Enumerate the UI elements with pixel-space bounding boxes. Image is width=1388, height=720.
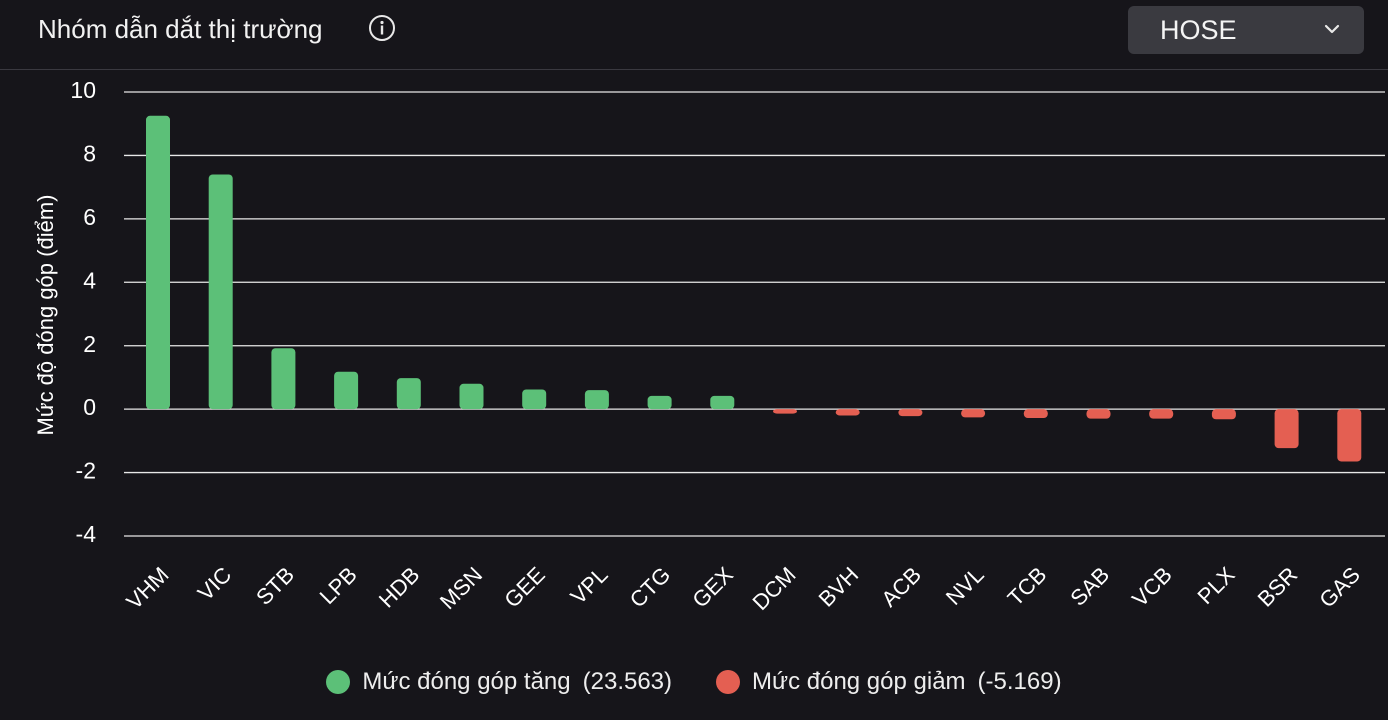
- y-tick-label: 8: [83, 141, 96, 167]
- grid-lines: [124, 91, 1385, 537]
- y-tick-label: 0: [83, 394, 96, 420]
- y-tick-label: 2: [83, 331, 96, 357]
- bar-stb[interactable]: [271, 348, 296, 410]
- bar-vic[interactable]: [208, 174, 233, 410]
- bars: [146, 115, 1362, 462]
- x-tick-label-ctg: CTG: [625, 562, 676, 613]
- legend-item-negative[interactable]: Mức đóng góp giảm (-5.169): [716, 668, 1062, 696]
- x-tick-label-vhm: VHM: [121, 562, 173, 614]
- bar-vhm[interactable]: [146, 115, 170, 410]
- x-tick-label-bsr: BSR: [1253, 562, 1303, 612]
- chart-header: Nhóm dẫn dắt thị trường HOSE: [0, 0, 1388, 70]
- y-tick-label: 6: [83, 204, 96, 230]
- exchange-select-value: HOSE: [1160, 15, 1237, 45]
- x-tick-label-tcb: TCB: [1003, 562, 1052, 611]
- info-circle-icon[interactable]: [368, 14, 396, 42]
- bar-hdb[interactable]: [396, 378, 421, 410]
- x-tick-label-dcm: DCM: [748, 562, 801, 615]
- x-tick-label-gas: GAS: [1314, 562, 1365, 613]
- y-axis-ticks: 10 8 6 4 2 0 -2 -4: [70, 77, 96, 547]
- x-tick-label-nvl: NVL: [941, 562, 989, 610]
- x-tick-label-gex: GEX: [687, 562, 738, 613]
- page-title: Nhóm dẫn dắt thị trường: [38, 14, 323, 44]
- y-tick-label: 4: [83, 267, 96, 293]
- x-tick-label-acb: ACB: [876, 562, 926, 612]
- y-tick-label: -2: [76, 458, 96, 484]
- bar-gas[interactable]: [1337, 409, 1362, 462]
- x-tick-label-vcb: VCB: [1127, 562, 1177, 612]
- bar-tcb[interactable]: [1023, 409, 1048, 419]
- legend-item-positive[interactable]: Mức đóng góp tăng (23.563): [326, 668, 672, 696]
- legend-dot-negative: [716, 670, 741, 694]
- x-tick-label-msn: MSN: [435, 562, 487, 614]
- y-tick-label: 10: [70, 77, 96, 103]
- x-tick-label-plx: PLX: [1192, 562, 1239, 609]
- x-tick-label-stb: STB: [251, 562, 299, 610]
- x-tick-label-vpl: VPL: [565, 562, 612, 609]
- exchange-select[interactable]: HOSE: [1128, 6, 1364, 54]
- bar-plx[interactable]: [1211, 409, 1236, 420]
- bar-acb[interactable]: [898, 409, 923, 417]
- bar-gex[interactable]: [710, 395, 735, 410]
- bar-vcb[interactable]: [1149, 409, 1174, 419]
- bar-sab[interactable]: [1086, 409, 1111, 419]
- bar-ctg[interactable]: [647, 395, 672, 410]
- chevron-down-icon: [1324, 24, 1340, 34]
- x-tick-label-sab: SAB: [1065, 562, 1114, 611]
- bar-bsr[interactable]: [1274, 409, 1299, 449]
- bar-nvl[interactable]: [961, 409, 986, 418]
- legend-total-negative: (-5.169): [977, 668, 1062, 695]
- bar-gee[interactable]: [522, 389, 547, 410]
- bar-lpb[interactable]: [334, 371, 359, 410]
- x-tick-label-lpb: LPB: [315, 562, 362, 609]
- chart-legend: Mức đóng góp tăng (23.563) Mức đóng góp …: [0, 664, 1388, 700]
- bar-bvh[interactable]: [835, 409, 860, 416]
- legend-label-positive: Mức đóng góp tăng: [362, 668, 571, 695]
- legend-dot-positive: [326, 670, 351, 694]
- y-axis-label: Mức độ đóng góp (điểm): [33, 195, 58, 436]
- y-tick-label: -4: [76, 521, 97, 547]
- x-tick-label-bvh: BVH: [814, 562, 864, 612]
- x-tick-label-gee: GEE: [499, 562, 550, 613]
- x-axis-ticks: VHM VIC STB LPB HDB MSN GEE VPL CTG GEX DCM BVH ACB N…: [121, 562, 1365, 615]
- legend-total-positive: (23.563): [582, 668, 673, 695]
- bar-vpl[interactable]: [584, 390, 609, 410]
- legend-label-negative: Mức đóng góp giảm: [752, 668, 966, 695]
- bar-dcm[interactable]: [773, 409, 797, 414]
- x-tick-label-vic: VIC: [193, 562, 237, 606]
- x-tick-label-hdb: HDB: [374, 562, 425, 613]
- bar-msn[interactable]: [459, 383, 484, 410]
